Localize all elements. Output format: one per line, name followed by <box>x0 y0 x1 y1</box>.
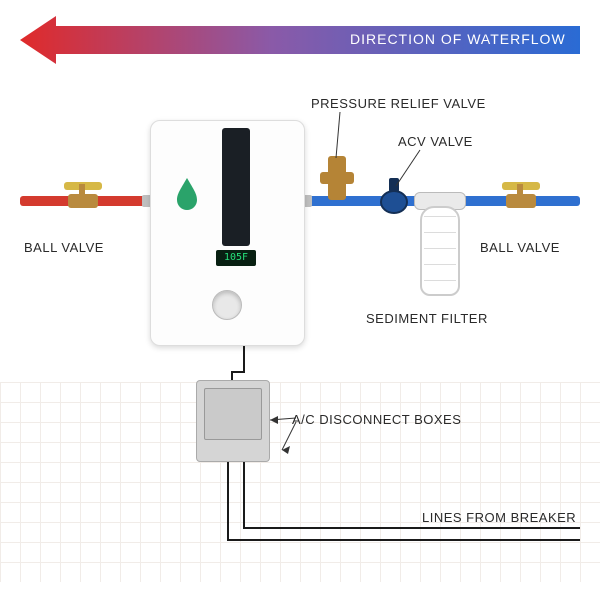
leader-pr <box>336 112 340 158</box>
label-ball-valve-right: BALL VALVE <box>480 240 560 255</box>
label-sediment-filter: SEDIMENT FILTER <box>366 311 488 326</box>
label-acv-valve: ACV VALVE <box>398 134 473 149</box>
leader-arrow-1 <box>270 416 278 424</box>
wire-heater-to-box <box>232 346 244 380</box>
label-pressure-relief: PRESSURE RELIEF VALVE <box>311 96 486 111</box>
label-ball-valve-left: BALL VALVE <box>24 240 104 255</box>
label-disconnect-boxes: A/C DISCONNECT BOXES <box>292 412 461 427</box>
label-lines-from-breaker: LINES FROM BREAKER <box>422 510 576 525</box>
leader-acv <box>396 150 420 186</box>
